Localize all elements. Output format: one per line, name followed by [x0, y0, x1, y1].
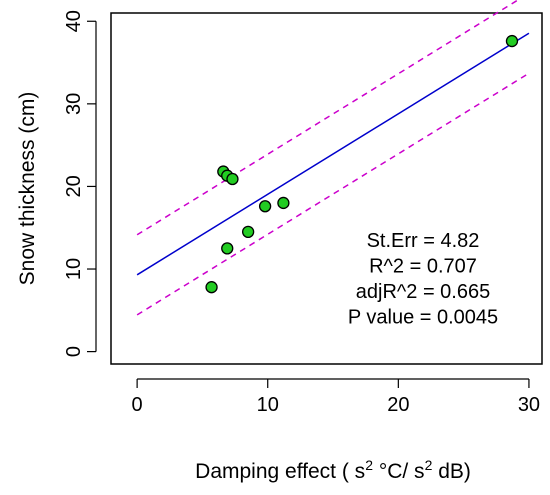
data-point	[221, 242, 234, 255]
plot-frame	[110, 12, 543, 365]
y-tick-label: 20	[63, 175, 85, 197]
stat-line-st-err: St.Err = 4.82	[367, 230, 480, 252]
y-tick-label: 30	[63, 93, 85, 115]
y-axis: 0 10 20 30 40	[63, 10, 97, 357]
data-point	[226, 172, 239, 186]
data-point	[505, 34, 519, 48]
stat-line-adj-r-squared: adjR^2 = 0.665	[356, 281, 490, 303]
y-axis-title: Snow thickness (cm)	[16, 92, 39, 286]
x-tick-label: 20	[387, 394, 409, 416]
stat-line-p-value: P value = 0.0045	[348, 307, 498, 329]
data-point	[258, 200, 272, 213]
data-point	[205, 281, 218, 294]
y-tick-label: 40	[63, 10, 85, 32]
y-tick-label: 0	[63, 346, 85, 357]
x-tick-label: 10	[257, 394, 279, 416]
upper-band-line	[136, 0, 520, 236]
stats-annotation: St.Err = 4.82 R^2 = 0.707 adjR^2 = 0.665…	[348, 230, 498, 329]
lower-band-line	[136, 72, 530, 316]
regression-line	[136, 32, 530, 276]
x-axis: 0 10 20 30	[132, 378, 540, 416]
data-point	[241, 225, 255, 239]
data-points	[205, 34, 519, 294]
data-point	[277, 196, 290, 210]
x-tick-label: 0	[132, 394, 143, 416]
y-tick-label: 10	[63, 258, 85, 280]
stat-line-r-squared: R^2 = 0.707	[369, 256, 477, 278]
x-tick-label: 30	[518, 394, 540, 416]
x-axis-title-text: Damping effect	[195, 460, 336, 483]
x-axis-title: Damping effect ( s2 °C/ s2 dB)	[195, 457, 471, 483]
